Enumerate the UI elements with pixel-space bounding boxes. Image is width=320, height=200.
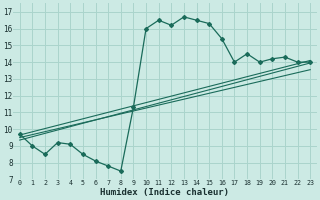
- X-axis label: Humidex (Indice chaleur): Humidex (Indice chaleur): [100, 188, 229, 197]
